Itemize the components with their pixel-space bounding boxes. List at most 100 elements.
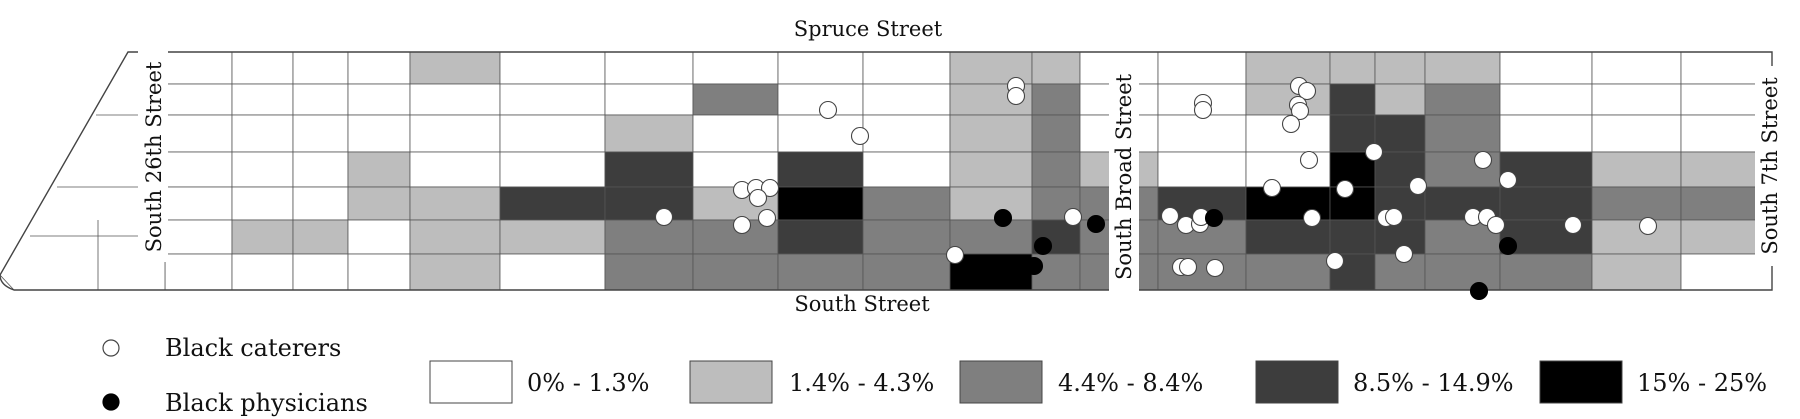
census-block bbox=[1157, 51, 1247, 85]
caterer-marker bbox=[1063, 207, 1083, 227]
census-block bbox=[1591, 186, 1682, 221]
street-label-south: South Street bbox=[794, 292, 930, 316]
legend-swatch-class-5 bbox=[1539, 360, 1623, 404]
census-block bbox=[1031, 151, 1081, 188]
census-block bbox=[604, 186, 694, 221]
census-block bbox=[1591, 219, 1682, 255]
census-block bbox=[164, 253, 233, 291]
census-block bbox=[777, 186, 864, 221]
legend-swatch-class-1 bbox=[429, 360, 513, 404]
census-block bbox=[862, 151, 951, 188]
census-block bbox=[949, 114, 1033, 153]
census-block bbox=[347, 114, 411, 153]
caterer-marker bbox=[1325, 251, 1345, 271]
census-block bbox=[1424, 83, 1501, 116]
caterer-marker bbox=[1193, 100, 1213, 120]
census-block bbox=[1374, 114, 1426, 153]
caterer-marker bbox=[1394, 244, 1414, 264]
census-block bbox=[1499, 83, 1593, 116]
census-block bbox=[1329, 51, 1376, 85]
street-label-broad: South Broad Street bbox=[1112, 73, 1136, 280]
census-block bbox=[862, 51, 951, 85]
census-block bbox=[499, 114, 606, 153]
caterer-marker bbox=[1281, 114, 1301, 134]
census-block bbox=[1031, 83, 1081, 116]
census-block bbox=[231, 151, 294, 188]
census-block bbox=[347, 151, 411, 188]
census-block bbox=[231, 186, 294, 221]
census-block bbox=[292, 253, 349, 291]
physician-marker bbox=[1204, 208, 1224, 228]
census-block bbox=[164, 83, 233, 116]
caterer-marker bbox=[1297, 81, 1317, 101]
census-block bbox=[292, 51, 349, 85]
census-block bbox=[164, 114, 233, 153]
census-block bbox=[1424, 114, 1501, 153]
census-block bbox=[499, 186, 606, 221]
census-block bbox=[1245, 253, 1331, 291]
caterer-marker bbox=[1160, 206, 1180, 226]
census-block bbox=[1031, 51, 1081, 85]
census-block bbox=[164, 151, 233, 188]
census-block bbox=[777, 253, 864, 291]
census-block bbox=[1374, 51, 1426, 85]
census-block bbox=[692, 83, 779, 116]
census-block bbox=[1499, 253, 1593, 291]
census-block bbox=[1591, 151, 1682, 188]
census-block bbox=[604, 151, 694, 188]
census-block bbox=[347, 219, 411, 255]
census-block bbox=[1329, 219, 1376, 255]
caterer-marker bbox=[1262, 178, 1282, 198]
census-block bbox=[1499, 186, 1593, 221]
caterer-marker bbox=[1302, 208, 1322, 228]
census-block bbox=[1329, 83, 1376, 116]
census-block bbox=[164, 186, 233, 221]
legend-caterer-symbol bbox=[102, 339, 120, 357]
caterer-marker bbox=[760, 178, 780, 198]
census-block bbox=[409, 151, 501, 188]
legend-label-class-2: 1.4% - 4.3% bbox=[789, 369, 934, 397]
census-block bbox=[231, 114, 294, 153]
legend-physician-label: Black physicians bbox=[165, 389, 368, 417]
census-block bbox=[499, 51, 606, 85]
census-block bbox=[347, 51, 411, 85]
physician-marker bbox=[1469, 281, 1489, 301]
census-block bbox=[777, 114, 864, 153]
census-block bbox=[164, 219, 233, 255]
census-block bbox=[949, 219, 1033, 255]
census-block bbox=[604, 83, 694, 116]
census-block bbox=[1157, 151, 1247, 188]
census-block bbox=[499, 151, 606, 188]
census-block bbox=[777, 51, 864, 85]
caterer-marker bbox=[757, 208, 777, 228]
census-block bbox=[777, 219, 864, 255]
caterer-marker bbox=[850, 126, 870, 146]
caterer-marker bbox=[748, 188, 768, 208]
census-block bbox=[1424, 253, 1501, 291]
physician-marker bbox=[1033, 236, 1053, 256]
street-labels: Spruce Street South Street South 26th St… bbox=[138, 17, 1785, 316]
census-block bbox=[1591, 51, 1682, 85]
census-block bbox=[862, 83, 951, 116]
caterer-marker bbox=[1178, 257, 1198, 277]
census-block bbox=[292, 114, 349, 153]
census-block bbox=[292, 186, 349, 221]
census-block bbox=[231, 219, 294, 255]
census-block bbox=[409, 219, 501, 255]
census-block bbox=[604, 114, 694, 153]
legend-physician-symbol bbox=[102, 393, 120, 411]
census-block bbox=[1245, 83, 1331, 116]
caterer-marker bbox=[1473, 150, 1493, 170]
legend-label-class-5: 15% - 25% bbox=[1637, 369, 1767, 397]
caterer-marker bbox=[654, 207, 674, 227]
census-block bbox=[231, 83, 294, 116]
census-block bbox=[1499, 114, 1593, 153]
census-block bbox=[347, 186, 411, 221]
census-block bbox=[777, 151, 864, 188]
caterer-marker bbox=[1006, 86, 1026, 106]
physician-marker bbox=[1024, 256, 1044, 276]
street-label-west: South 26th Street bbox=[142, 61, 166, 252]
census-block bbox=[292, 83, 349, 116]
caterer-marker bbox=[1299, 150, 1319, 170]
census-block bbox=[292, 151, 349, 188]
